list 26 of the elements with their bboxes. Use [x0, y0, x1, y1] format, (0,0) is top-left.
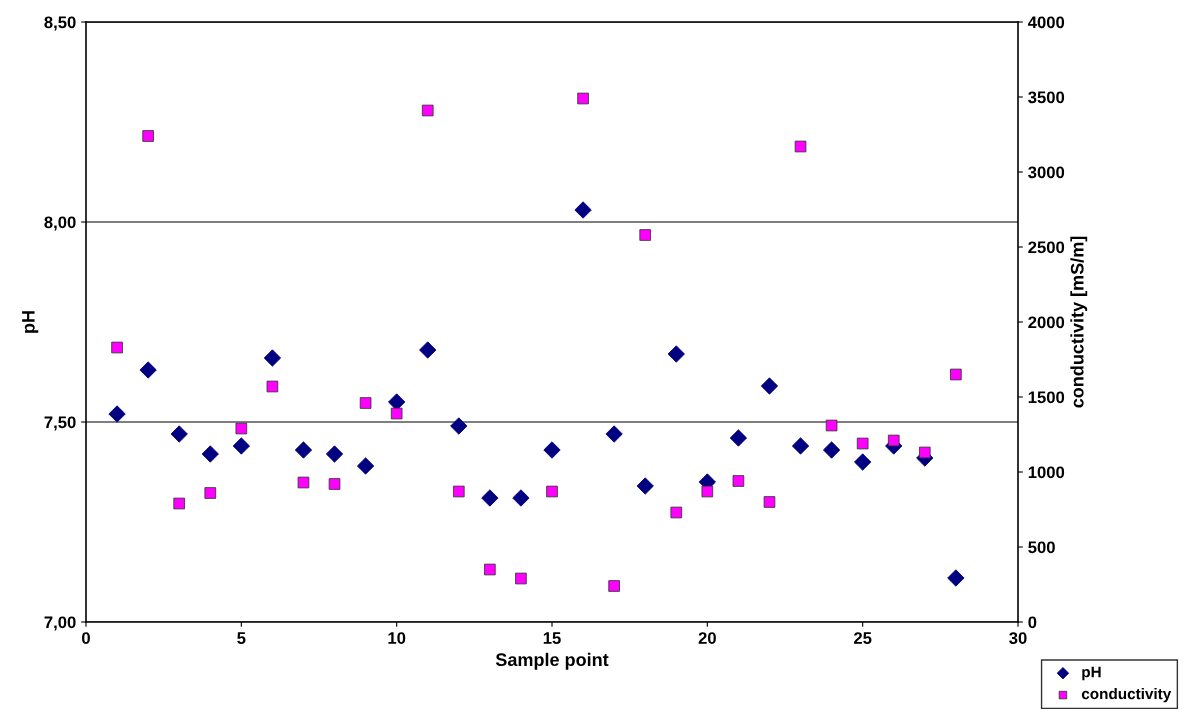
- point: [512, 489, 530, 507]
- y2-tick-label: 4000: [1027, 16, 1065, 29]
- x-tick-label: 30: [1009, 632, 1027, 644]
- y-tick-label: 8,00: [44, 216, 76, 231]
- y2-tick-label: 3000: [1028, 166, 1065, 179]
- y2-tick-label: 2000: [1028, 316, 1065, 329]
- y-tick-label: 7,50: [44, 416, 76, 431]
- y2-tick-label: 1500: [1028, 391, 1065, 404]
- y-axis-title: pH: [22, 311, 39, 333]
- x-tick-label: 5: [237, 632, 246, 644]
- legend-label: pH: [1082, 666, 1101, 681]
- y-tick-label: 7,00: [44, 616, 76, 631]
- legend-label: conductivity: [1081, 688, 1172, 703]
- x-tick-label: 10: [388, 632, 406, 644]
- y-tick-label: 8,50: [44, 16, 76, 31]
- y2-tick-label: 500: [1028, 541, 1055, 554]
- x-tick-label: 25: [853, 632, 872, 644]
- y2-tick-label: 0: [1028, 616, 1037, 629]
- y2-tick-label: 3500: [1028, 91, 1065, 104]
- y2-axis-title: conductivity [mS/m]: [1070, 236, 1088, 408]
- x-tick-label: 0: [82, 632, 90, 644]
- x-tick-label: 15: [543, 632, 561, 644]
- y2-tick-label: 2500: [1028, 241, 1065, 254]
- x-tick-label: 20: [698, 632, 716, 644]
- y2-tick-label: 1000: [1028, 466, 1065, 479]
- x-axis-title: Sample point: [495, 652, 609, 670]
